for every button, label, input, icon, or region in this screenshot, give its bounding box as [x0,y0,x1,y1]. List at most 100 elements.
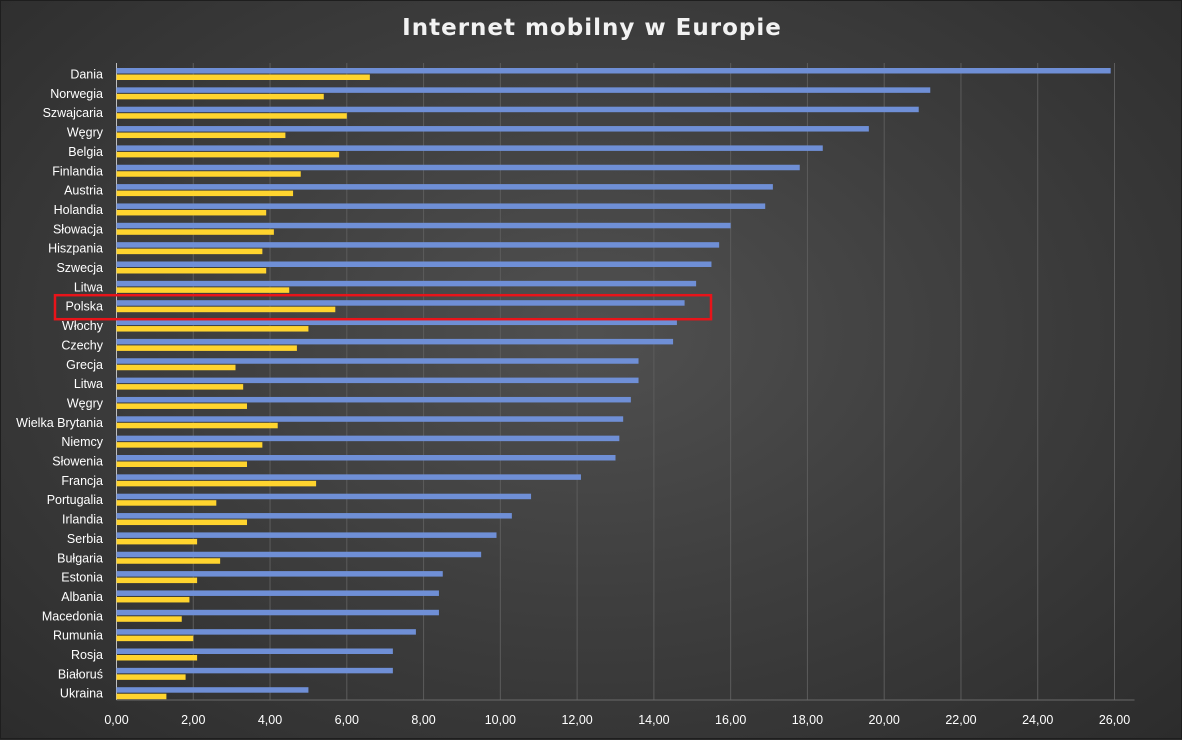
bar-series-1 [116,513,512,519]
x-tick-label: 0,00 [104,713,128,727]
bar-series-1 [116,106,919,113]
bar-series-1 [116,184,773,190]
bar-series-2 [116,596,190,603]
bar-series-2 [116,364,236,371]
bar-series-1 [116,203,766,209]
bar-series-2 [116,287,290,293]
bar-series-2 [116,190,294,197]
bar-series-1 [116,300,685,306]
bar-series-2 [116,635,194,642]
bar-series-2 [116,326,309,332]
x-tick-label: 8,00 [411,713,435,727]
bar-series-1 [116,493,532,500]
category-label: Hiszpania [48,242,103,256]
bar-series-1 [116,280,697,287]
chart-title: Internet mobilny w Europie [402,15,782,41]
bar-series-2 [116,577,198,584]
bar-series-2 [116,616,182,622]
bar-series-1 [116,261,712,267]
bar-series-1 [116,87,931,93]
bar-series-2 [116,558,221,564]
bar-series-1 [116,551,482,558]
bar-series-2 [116,171,301,177]
category-label: Białoruś [58,667,103,681]
category-label: Włochy [62,319,104,333]
bar-series-1 [116,377,639,384]
bar-series-1 [116,571,443,577]
category-label: Austria [64,184,103,198]
bar-series-2 [116,655,198,661]
category-label: Szwajcaria [43,106,103,120]
bar-series-2 [116,306,336,313]
x-tick-label: 22,00 [945,713,976,727]
bar-series-2 [116,74,370,80]
category-label: Litwa [74,280,103,294]
x-tick-label: 20,00 [869,713,900,727]
category-label: Węgry [67,126,104,140]
category-label: Słowenia [52,455,103,469]
category-label: Belgia [68,145,103,159]
category-label: Szwecja [56,261,103,275]
bar-series-1 [116,609,439,616]
bar-series-1 [116,242,720,248]
bar-series-2 [116,132,286,139]
bar-series-2 [116,519,248,526]
category-label: Bułgaria [57,551,103,565]
category-label: Francja [61,474,103,488]
x-tick-label: 4,00 [258,713,282,727]
bar-series-1 [116,164,800,171]
bar-series-1 [116,532,497,538]
category-label: Grecja [66,358,103,372]
bar-series-1 [116,396,631,403]
bar-series-2 [116,209,267,216]
category-label: Litwa [74,377,103,391]
x-tick-label: 14,00 [638,713,669,727]
bar-series-2 [116,93,324,100]
bar-series-2 [116,384,244,390]
category-label: Wielka Brytania [16,416,103,430]
bar-series-1 [116,629,416,635]
bar-series-1 [116,145,823,151]
bar-series-1 [116,455,616,461]
category-label: Niemcy [61,435,103,449]
bar-series-2 [116,403,248,409]
bar-series-2 [116,345,297,351]
x-tick-label: 18,00 [792,713,823,727]
category-label: Finlandia [52,164,103,178]
category-label: Dania [70,68,103,82]
bar-series-2 [116,248,263,255]
x-tick-label: 24,00 [1022,713,1053,727]
category-label: Irlandia [62,513,103,527]
x-tick-label: 26,00 [1099,713,1130,727]
category-label: Holandia [54,203,103,217]
bar-series-1 [116,68,1111,74]
bar-series-2 [116,461,248,467]
category-label: Słowacja [53,222,103,236]
category-label: Macedonia [42,609,103,623]
category-label: Albania [61,590,103,604]
category-label: Rosja [71,648,103,662]
bar-series-2 [116,229,274,235]
bar-series-1 [116,687,309,693]
category-label: Estonia [61,571,103,585]
category-label: Serbia [67,532,103,546]
category-label: Czechy [61,338,103,352]
category-label: Ukraina [60,687,103,701]
category-label: Norwegia [50,87,103,101]
highlight-box [53,293,713,321]
bar-series-1 [116,435,620,442]
category-label: Portugalia [47,493,103,507]
bar-series-1 [116,667,393,674]
x-tick-label: 16,00 [715,713,746,727]
bar-series-2 [116,268,267,274]
x-tick-label: 6,00 [335,713,359,727]
bar-series-2 [116,422,278,429]
bar-series-1 [116,648,393,654]
bar-series-1 [116,590,439,596]
bar-series-2 [116,480,317,487]
bar-series-1 [116,338,674,345]
bar-series-1 [116,474,581,480]
category-label: Węgry [67,396,104,410]
